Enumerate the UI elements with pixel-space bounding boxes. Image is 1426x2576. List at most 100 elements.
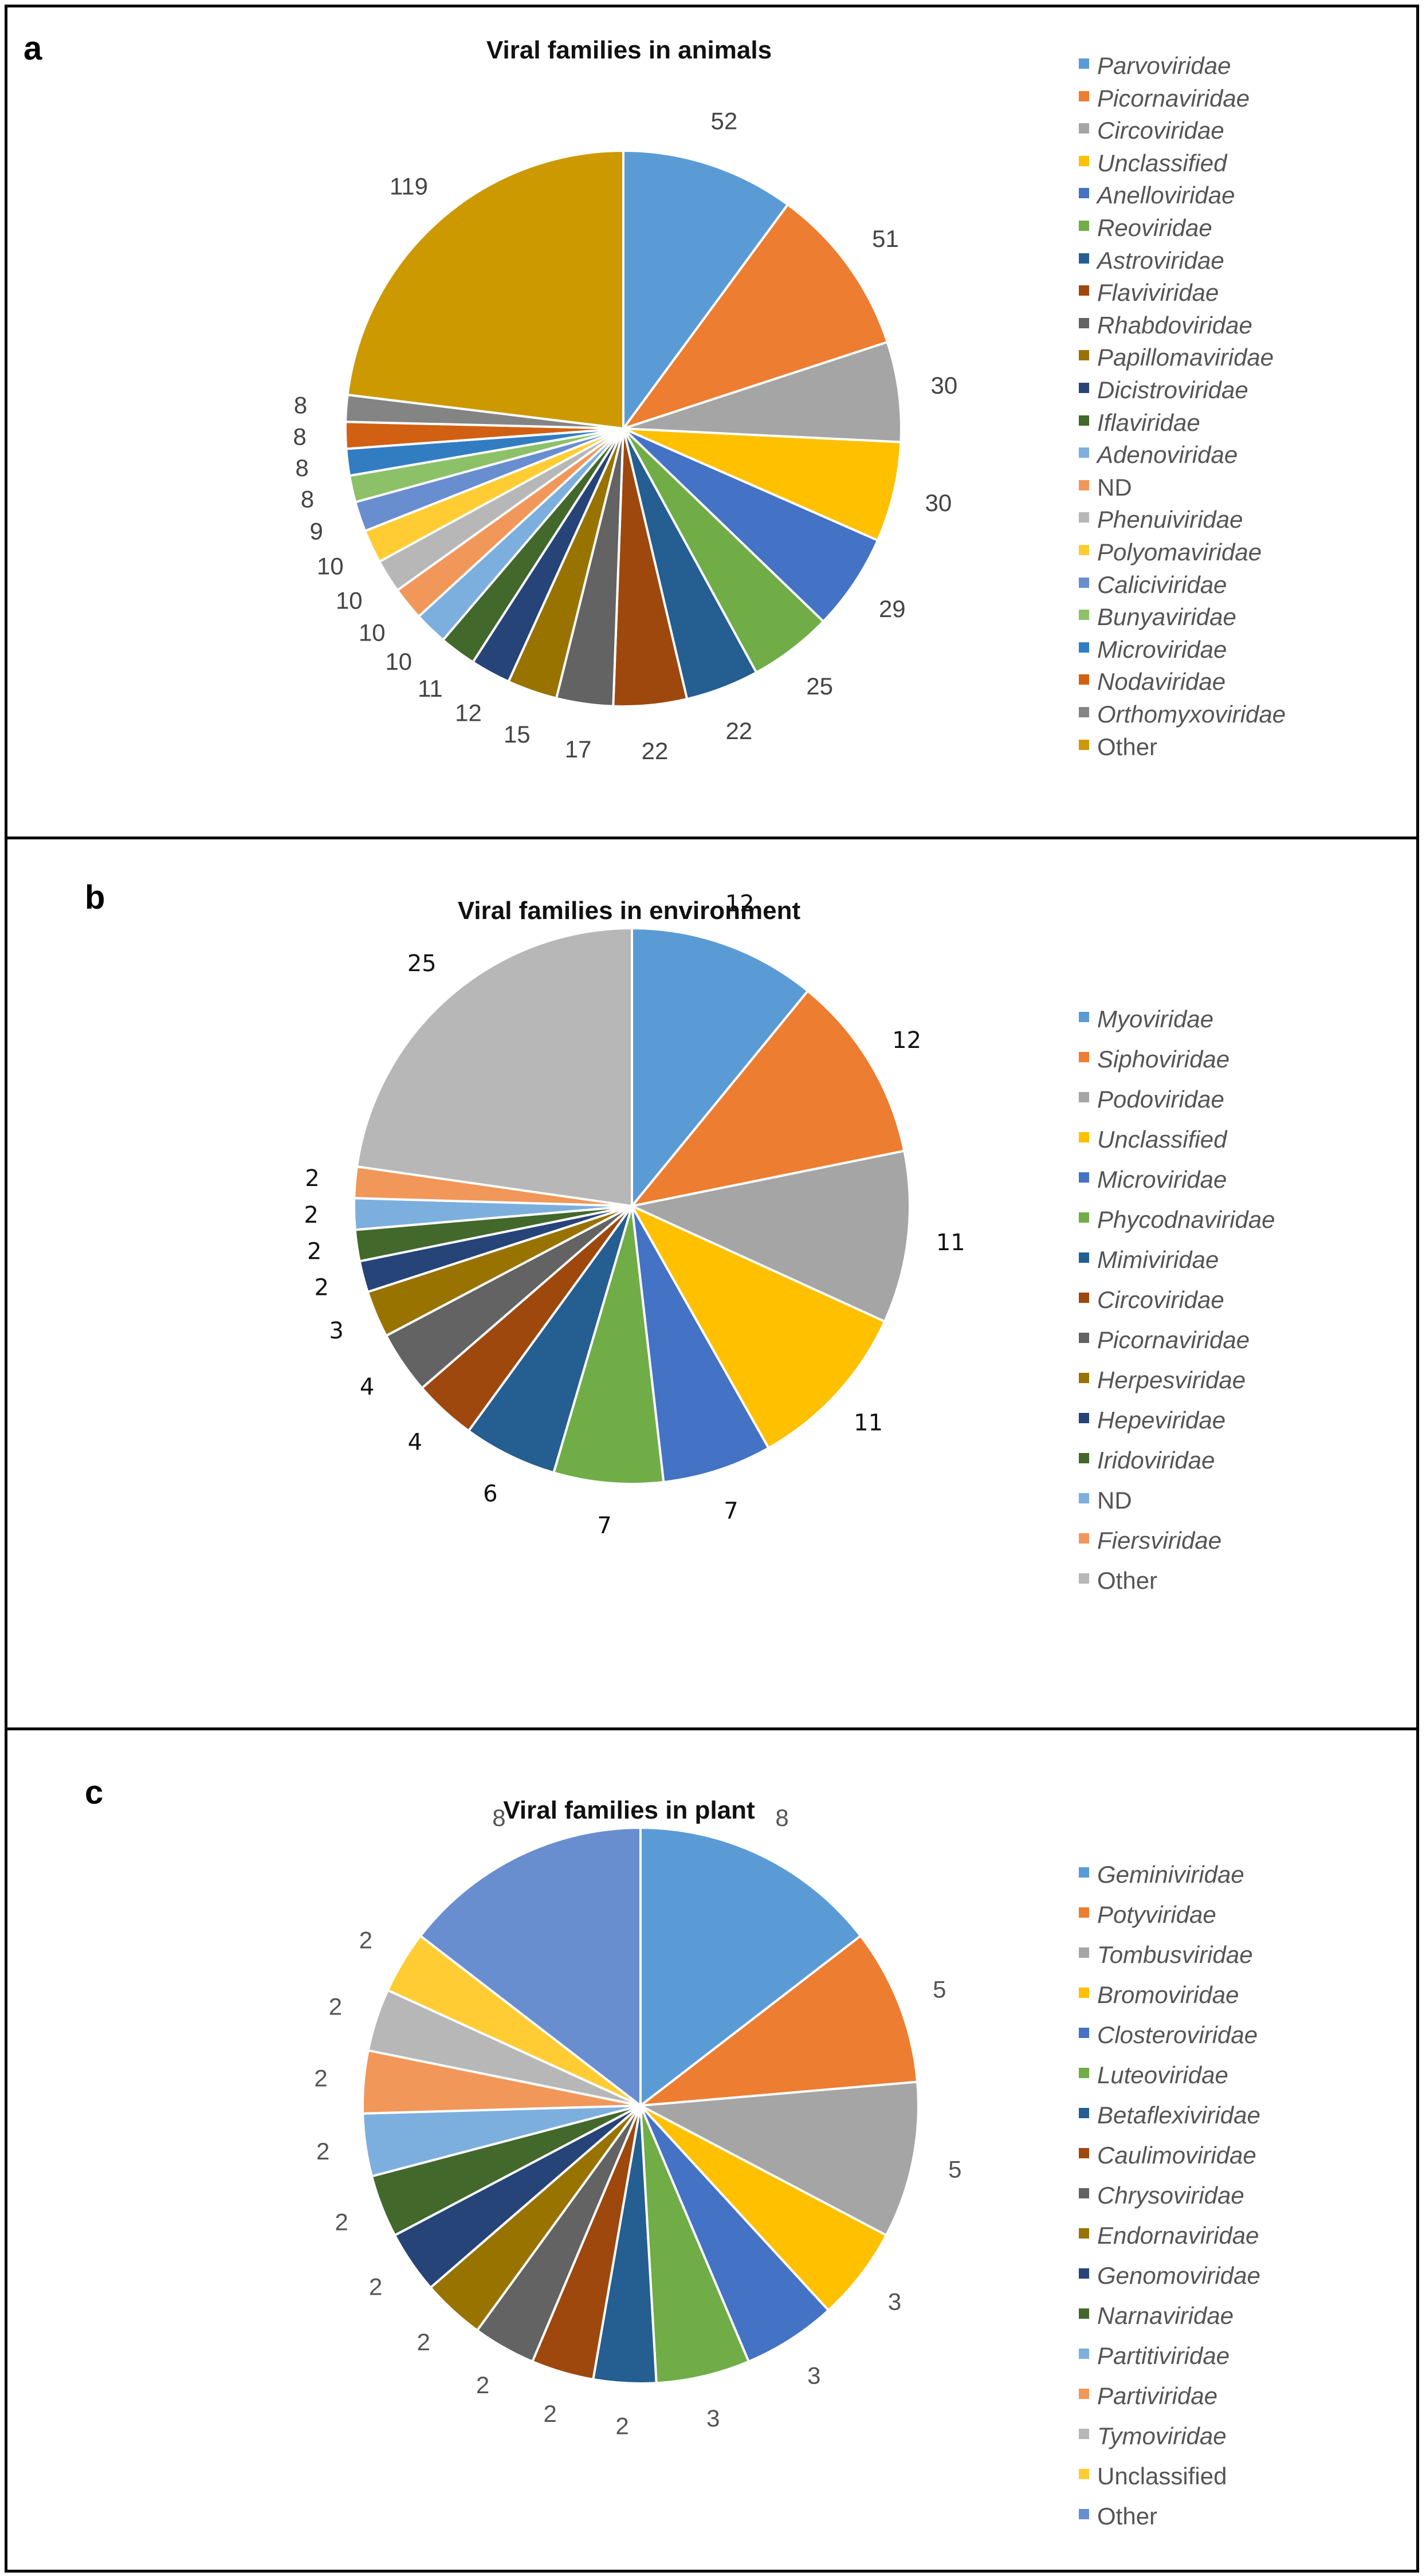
panel-label: a xyxy=(23,30,42,67)
legend-swatch xyxy=(1079,2268,1089,2279)
legend-swatch xyxy=(1079,2107,1089,2118)
legend-swatch xyxy=(1079,447,1089,458)
legend-label: Anelloviridae xyxy=(1097,182,1235,209)
legend-label: Iflaviridae xyxy=(1097,409,1200,436)
legend-label: Geminiviridae xyxy=(1097,1860,1244,1888)
legend-item-podoviridae: Podoviridae xyxy=(1079,1086,1224,1112)
panel-label: c xyxy=(85,1774,104,1811)
legend-swatch xyxy=(1079,1533,1089,1544)
data-label-flaviviridae: 22 xyxy=(642,737,669,764)
legend-item-nodaviridae: Nodaviridae xyxy=(1079,668,1225,694)
chart-title: Viral families in animals xyxy=(486,36,772,64)
pie-chart-plant: 8 5 5 3 3 3 2 2 2 2 2 2 2 2 2 2 8 xyxy=(314,1804,961,2440)
pie-slice-siphoviridae xyxy=(631,989,906,1207)
legend-label: Unclassified xyxy=(1097,149,1227,176)
legend-item-partiviridae: Partiviridae xyxy=(1079,2382,1217,2408)
data-label-parvoviridae: 52 xyxy=(711,108,738,135)
data-label-other: 8 xyxy=(492,1804,505,1831)
legend-item-circoviridae: Circoviridae xyxy=(1079,117,1224,143)
legend-label: Microviridae xyxy=(1097,635,1227,663)
pie-slice-unclassified xyxy=(631,1205,886,1450)
legend-swatch xyxy=(1079,91,1089,101)
legend-label: Other xyxy=(1097,2502,1158,2530)
legend-item-bromoviridae: Bromoviridae xyxy=(1079,1981,1239,2007)
panel-label: b xyxy=(85,879,105,916)
legend-item-hepeviridae: Hepeviridae xyxy=(1079,1407,1225,1432)
data-label-adenoviridae: 10 xyxy=(385,648,412,675)
pie-slice-circoviridae xyxy=(622,341,902,443)
legend-item-parvoviridae: Parvoviridae xyxy=(1079,52,1231,78)
data-label-phycodnaviridae: 7 xyxy=(597,1513,611,1539)
legend-swatch xyxy=(1079,577,1089,588)
pie-slice-geminiviridae xyxy=(639,1827,862,2107)
data-label-siphoviridae: 12 xyxy=(892,1027,921,1054)
legend-label: Endornaviridae xyxy=(1097,2221,1259,2249)
legend-item-partitiviridae: Partitiviridae xyxy=(1079,2342,1229,2368)
pie-slice-other xyxy=(355,927,633,1207)
legend-item-genomoviridae: Genomoviridae xyxy=(1079,2262,1260,2288)
legend-label: Nodaviridae xyxy=(1097,668,1226,696)
legend-swatch xyxy=(1079,1132,1089,1142)
legend-item-circoviridae: Circoviridae xyxy=(1079,1286,1224,1312)
pie-slice-luteoviridae xyxy=(639,2104,750,2385)
pie-slice-unclassified xyxy=(622,427,902,542)
data-label-nodaviridae: 8 xyxy=(293,423,307,450)
legend-item-unclassified: Unclassified xyxy=(1079,1126,1227,1152)
data-label-iflaviridae: 11 xyxy=(418,675,443,702)
legend-swatch xyxy=(1079,1573,1089,1584)
legend-label: Luteoviridae xyxy=(1097,2061,1228,2088)
legend-item-closteroviridae: Closteroviridae xyxy=(1079,2021,1258,2047)
legend-swatch xyxy=(1079,350,1089,361)
legend-label: Chrysoviridae xyxy=(1097,2181,1244,2209)
legend-swatch xyxy=(1079,2468,1089,2479)
data-label-podoviridae: 11 xyxy=(936,1230,965,1256)
legend-swatch xyxy=(1079,1252,1089,1263)
pie-slice-podoviridae xyxy=(631,1149,911,1323)
legend-label: Phycodnaviridae xyxy=(1097,1205,1275,1233)
legend-label: Reoviridae xyxy=(1097,214,1212,241)
data-label-papillomaviridae: 15 xyxy=(504,721,531,748)
data-label-betaflexiviridae: 2 xyxy=(615,2413,628,2440)
legend-label: Myoviridae xyxy=(1097,1005,1214,1032)
legend-label: Partitiviridae xyxy=(1097,2342,1230,2369)
legend-swatch xyxy=(1079,1987,1089,1998)
legend-swatch xyxy=(1079,1212,1089,1223)
pie-slice-picornaviridae xyxy=(622,203,889,430)
pie-slice-mimiviridae xyxy=(467,1205,633,1474)
legend-swatch xyxy=(1079,2428,1089,2439)
legend-swatch xyxy=(1079,512,1089,523)
legend-label: Papillomaviridae xyxy=(1097,344,1274,371)
legend-item-potyviridae: Potyviridae xyxy=(1079,1901,1216,1927)
legend-item-iflaviridae: Iflaviridae xyxy=(1079,409,1200,435)
legend-item-orthomyxoviridae: Orthomyxoviridae xyxy=(1079,701,1286,727)
legend-label: Rhabdoviridae xyxy=(1097,311,1252,339)
legend-swatch xyxy=(1079,1493,1089,1503)
legend-label: Tymoviridae xyxy=(1097,2422,1227,2449)
data-label-tombusviridae: 5 xyxy=(948,2156,961,2183)
legend-swatch xyxy=(1079,2308,1089,2319)
data-label-circoviridae: 30 xyxy=(931,372,958,399)
legend-swatch xyxy=(1079,2388,1089,2399)
legend-swatch xyxy=(1079,1907,1089,1918)
chart-title: Viral families in plant xyxy=(503,1796,755,1824)
data-label-nd: 2 xyxy=(304,1202,318,1228)
legend-item-nd: ND xyxy=(1079,1487,1132,1513)
legend-swatch xyxy=(1079,2027,1089,2038)
legend-label: Tombusviridae xyxy=(1097,1941,1253,1968)
legend-item-rhabdoviridae: Rhabdoviridae xyxy=(1079,312,1252,337)
legend-item-endornaviridae: Endornaviridae xyxy=(1079,2222,1259,2248)
data-label-genomoviridae: 2 xyxy=(369,2273,382,2300)
legend-item-siphoviridae: Siphoviridae xyxy=(1079,1046,1229,1071)
data-label-mimiviridae: 6 xyxy=(483,1481,497,1507)
legend-swatch xyxy=(1079,1051,1089,1062)
legend-item-betaflexiviridae: Betaflexiviridae xyxy=(1079,2102,1260,2127)
data-label-potyviridae: 5 xyxy=(933,1976,946,2002)
legend-item-geminiviridae: Geminiviridae xyxy=(1079,1861,1244,1887)
data-label-narnaviridae: 2 xyxy=(335,2209,348,2236)
legend-label: Polyomaviridae xyxy=(1097,538,1262,566)
legend-swatch xyxy=(1079,1867,1089,1878)
legend-item-astroviridae: Astroviridae xyxy=(1079,247,1224,273)
legend-item-unclassified: Unclassified xyxy=(1079,150,1227,175)
legend-swatch xyxy=(1079,739,1089,750)
